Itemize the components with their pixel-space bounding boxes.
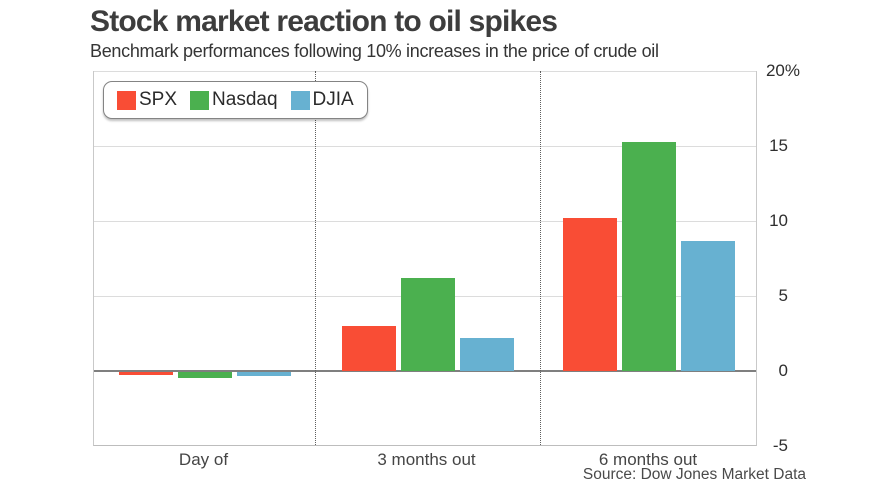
y-axis-tick-label: 0 [778,361,788,380]
bar-djia-6-months-out [681,240,735,371]
category-separator [315,71,316,445]
legend-label-nasdaq: Nasdaq [212,89,278,110]
nasdaq-color-swatch [190,90,210,110]
gridline [94,146,756,147]
legend-item-nasdaq: Nasdaq [190,89,278,111]
legend-label-djia: DJIA [312,89,354,110]
x-axis-label-3-months-out: 3 months out [377,450,476,469]
x-axis-label-6-months-out: 6 months out [598,450,698,469]
bar-spx-6-months-out [563,218,617,371]
chart-subtitle: Benchmark performances following 10% inc… [90,41,659,61]
y-axis-tick-label: 5 [778,286,788,305]
gridline [94,221,756,222]
x-axis-label-day-of: Day of [178,450,229,469]
gridline [94,71,756,72]
bar-djia-3-months-out [459,338,514,371]
bar-nasdaq-day-of [177,372,232,378]
y-axis-tick-label: 10 [769,211,788,230]
zero-line [94,370,756,372]
bar-nasdaq-3-months-out [400,278,455,371]
plot-area [93,71,757,446]
bar-djia-day-of [236,372,291,376]
category-separator [540,71,541,445]
legend-item-spx: SPX [117,89,177,111]
legend-item-djia: DJIA [290,89,354,111]
y-axis-tick-label: -5 [772,436,788,455]
bar-spx-3-months-out [341,326,396,371]
y-axis-tick-label: 15 [769,136,788,155]
y-axis-tick-label: 20% [765,61,800,80]
spx-color-swatch [117,90,136,110]
djia-color-swatch [290,90,310,110]
bar-spx-day-of [118,372,173,375]
source-attribution: Source: Dow Jones Market Data [582,466,806,483]
bar-nasdaq-6-months-out [622,141,676,371]
legend-label-spx: SPX [139,89,178,110]
legend: SPX Nasdaq DJIA [103,81,368,119]
chart-title: Stock market reaction to oil spikes [90,5,558,38]
